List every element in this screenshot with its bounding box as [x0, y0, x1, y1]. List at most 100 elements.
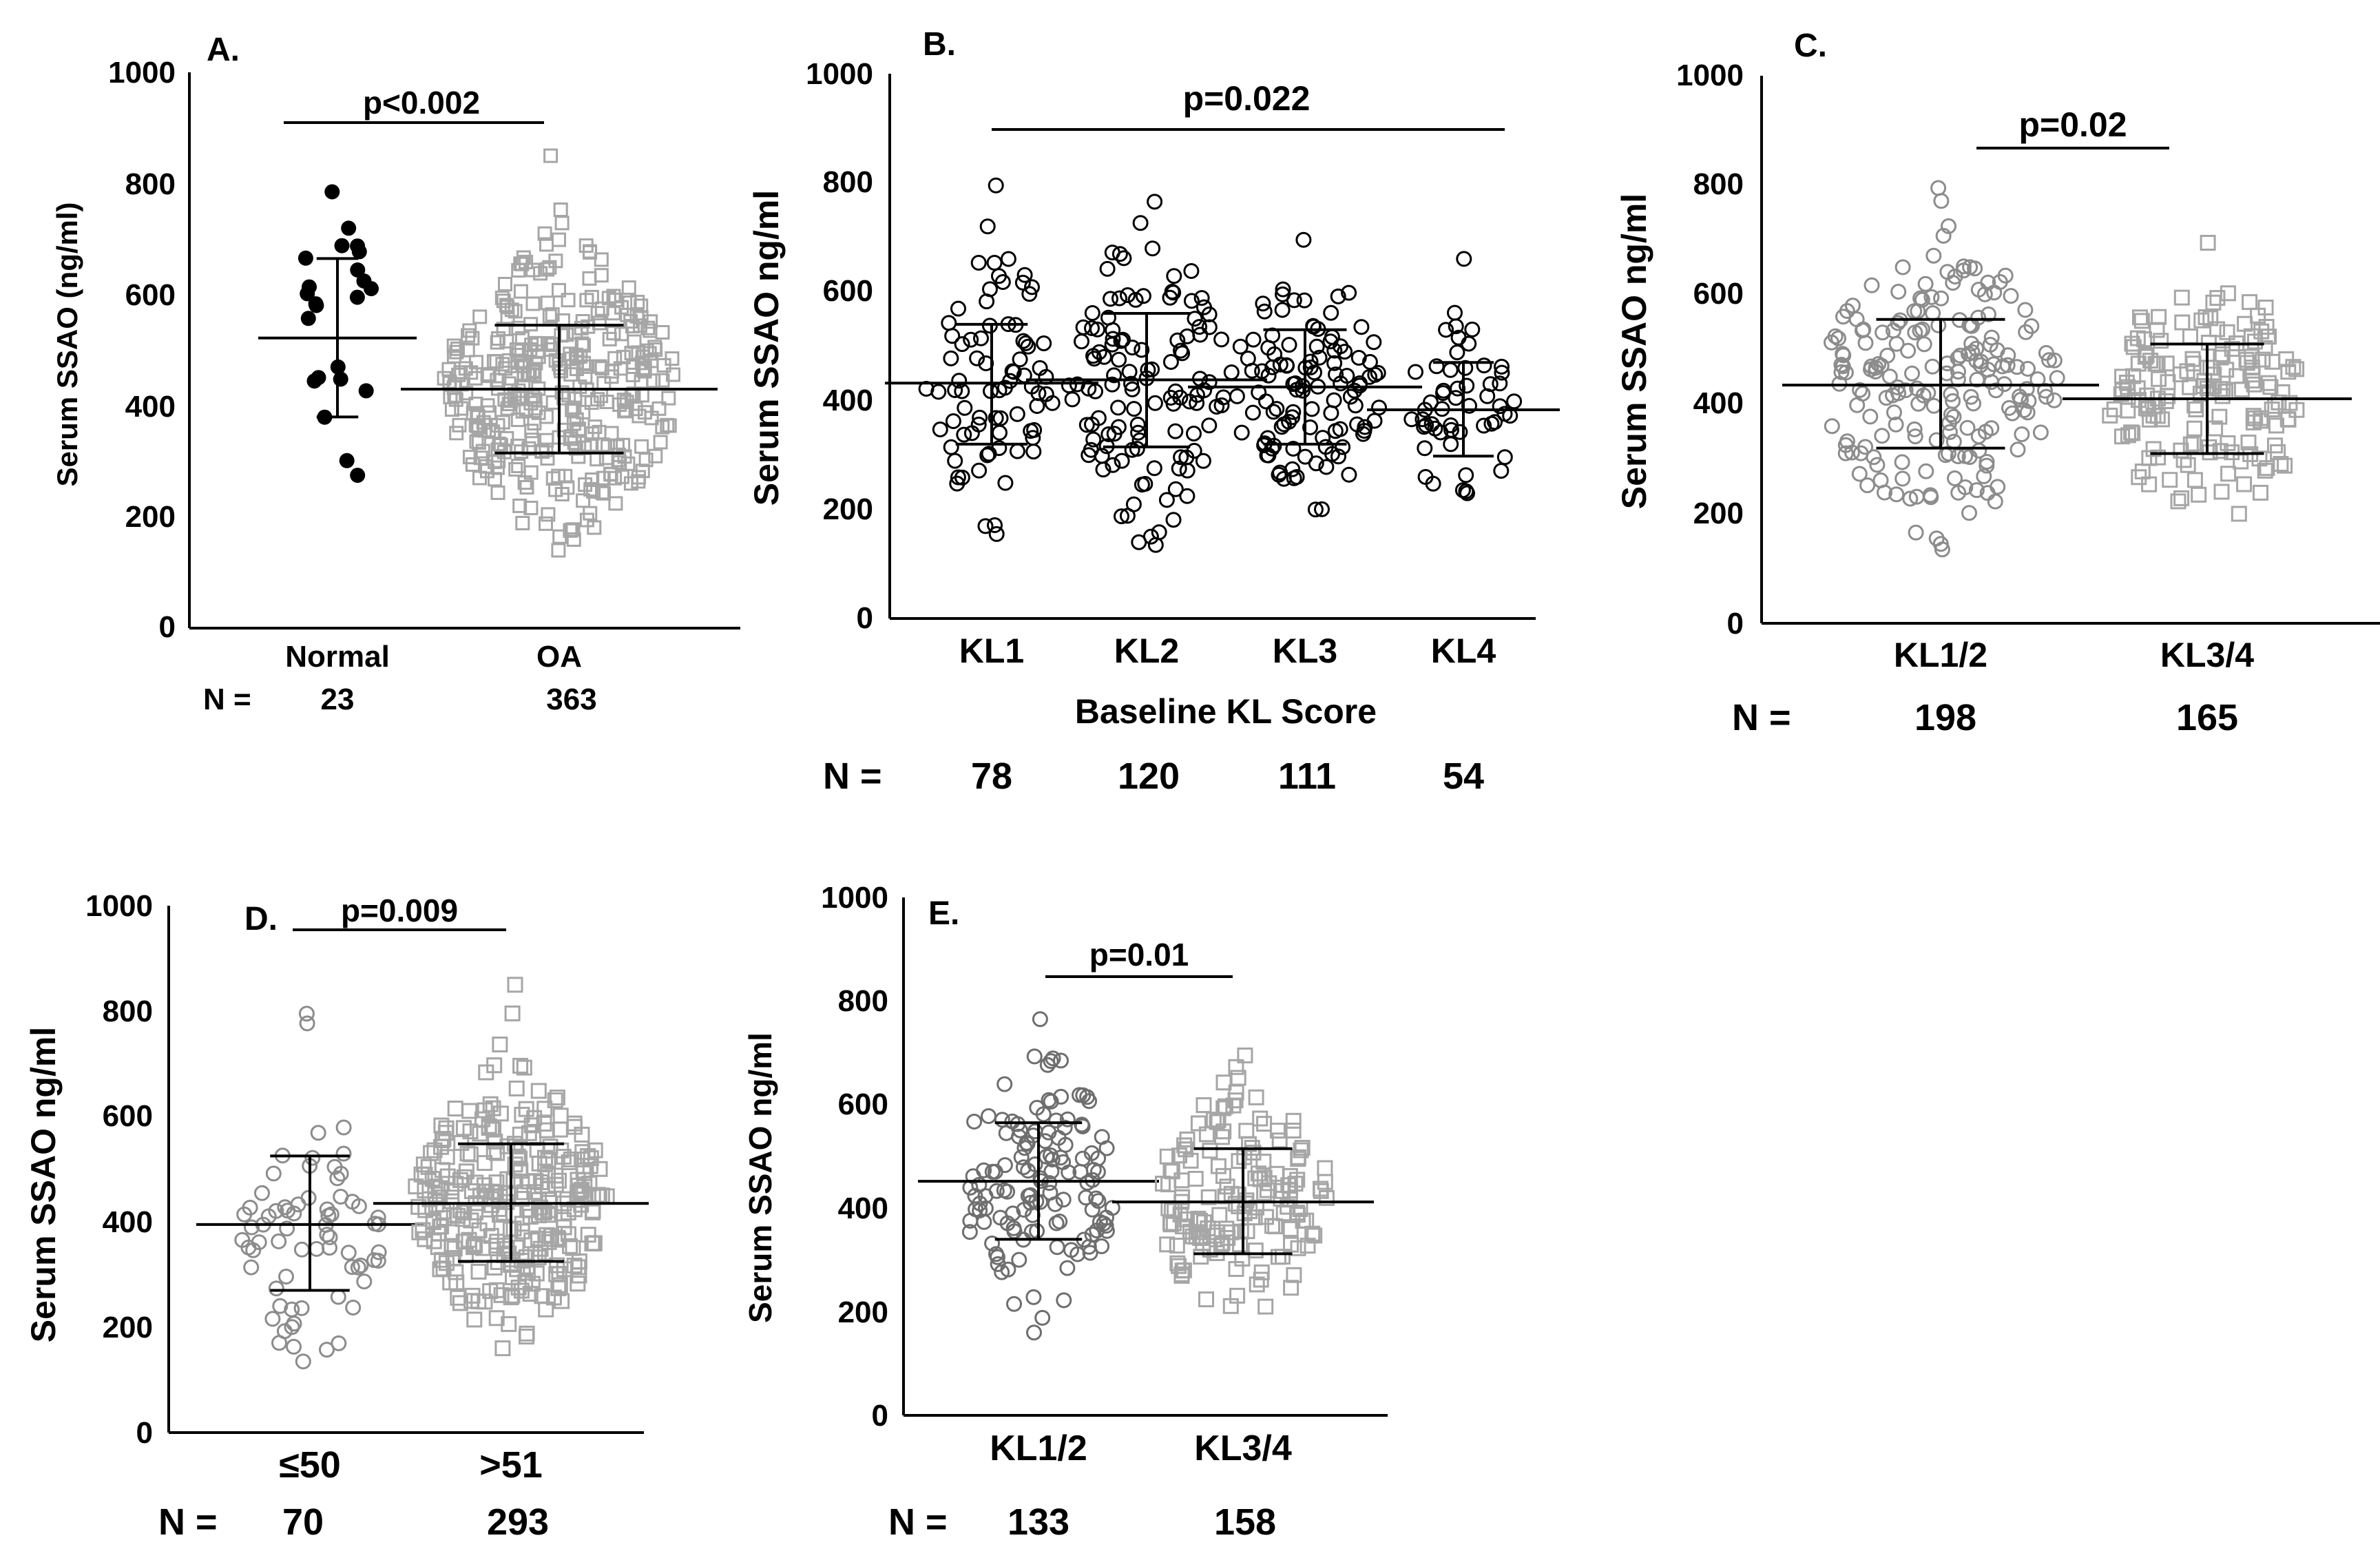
pd-g1-point-196	[462, 1146, 479, 1163]
panel-e-ytick-2: 400	[838, 1192, 888, 1225]
pc-g0-point-100	[1961, 505, 1977, 521]
pb-g1-point-116	[1090, 410, 1107, 426]
pb-g1-point-65	[1085, 431, 1102, 448]
pb-g1-point-3	[1110, 399, 1127, 416]
pa-g0-point-22	[356, 273, 372, 289]
pe-g0-point-42	[966, 1114, 983, 1130]
pc-g1-point-77	[2228, 368, 2245, 384]
pc-g1-point-56	[2244, 349, 2260, 365]
pb-g1-point-74	[1114, 453, 1130, 469]
pd-g0-point-0	[295, 1353, 311, 1370]
panel-c-group-kl34	[2063, 235, 2352, 522]
pb-g1-point-112	[1174, 345, 1191, 362]
pa-g1-point-26	[450, 341, 465, 356]
pb-g2-point-7	[1302, 419, 1318, 435]
pc-g0-point-187	[1888, 416, 1904, 433]
pd-g1-point-273	[439, 1149, 455, 1165]
panel-d-label: D.	[244, 901, 278, 937]
pc-g1-point-42	[2186, 420, 2202, 437]
panel-a-ytick-0: 0	[159, 610, 176, 644]
pc-g0-point-91	[1983, 329, 2000, 346]
pc-g1-point-139	[2288, 402, 2305, 418]
pa-g1-point-304	[590, 306, 605, 321]
pe-g1-point-3	[1222, 1298, 1239, 1314]
pb-g0-point-73	[970, 416, 987, 433]
panel-e-n-kl34: 158	[1214, 1501, 1276, 1543]
pb-g2-point-55	[1264, 440, 1280, 457]
pe-g1-point-143	[1214, 1129, 1230, 1145]
pd-g1-point-272	[482, 1096, 499, 1112]
panel-c-group-kl12	[1782, 180, 2099, 558]
pc-g0-point-18	[1833, 357, 1850, 373]
pb-g3-point-53	[1459, 377, 1475, 394]
pd-g0-point-31	[310, 1125, 326, 1141]
pa-g1-point-188	[498, 277, 512, 291]
pa-g1-point-65	[594, 268, 609, 283]
pc-g0-point-178	[1872, 472, 1889, 488]
pa-g0-point-0	[350, 468, 366, 483]
pb-g3-point-35	[1493, 463, 1510, 479]
pc-g1-point-109	[2125, 368, 2142, 384]
pa-g1-point-7	[594, 361, 609, 376]
pc-g1-point-127	[2285, 359, 2301, 375]
pb-g0-point-42	[1009, 406, 1025, 422]
pe-g0-point-117	[1072, 1163, 1089, 1180]
pb-g2-point-13	[1311, 349, 1328, 366]
pc-g0-point-194	[1855, 321, 1872, 337]
pe-g0-point-71	[1037, 1133, 1054, 1150]
pa-g1-point-265	[523, 501, 539, 515]
panel-b-ytick-0: 0	[857, 601, 873, 635]
pd-g1-point-252	[474, 1111, 490, 1127]
pc-g1-point-61	[2213, 483, 2230, 500]
pe-g1-point-83	[1255, 1154, 1272, 1170]
pa-g1-point-321	[556, 391, 572, 406]
pb-g1-point-103	[1201, 319, 1218, 335]
pb-g1-point-80	[1179, 328, 1196, 344]
pc-g1-point-66	[2153, 333, 2169, 349]
pb-g2-point-71	[1256, 303, 1273, 320]
pe-g0-point-102	[961, 1224, 978, 1240]
panel-e-group-kl12	[918, 1011, 1159, 1341]
pa-g1-point-217	[471, 435, 486, 450]
pc-g0-point-176	[1867, 364, 1883, 379]
pb-g1-point-50	[1111, 351, 1127, 368]
pe-g1-point-142	[1270, 1249, 1286, 1265]
pd-g1-point-161	[508, 1138, 524, 1155]
pd-g1-point-177	[549, 1257, 565, 1273]
pb-g1-point-30	[1130, 424, 1147, 441]
pd-g1-point-241	[443, 1238, 460, 1255]
pb-g1-point-67	[1125, 496, 1142, 512]
pa-g1-point-257	[514, 256, 530, 271]
pa-g0-point-10	[298, 250, 313, 266]
pa-g0-point-19	[339, 453, 355, 468]
pb-g0-point-61	[1004, 363, 1021, 379]
pd-g1-point-287	[559, 1191, 576, 1207]
pe-g1-point-128	[1259, 1182, 1275, 1198]
pa-g1-point-283	[460, 342, 475, 357]
pc-g0-point-47	[1837, 445, 1854, 461]
pc-g0-point-128	[1947, 269, 1963, 284]
pe-g1-point-80	[1190, 1115, 1207, 1132]
pb-g1-point-79	[1165, 512, 1182, 528]
pa-g1-point-115	[660, 417, 675, 433]
pa-g1-point-196	[551, 468, 566, 483]
pb-g1-point-87	[1171, 460, 1187, 477]
pa-g1-point-285	[648, 448, 663, 464]
pe-g1-point-153	[1251, 1165, 1266, 1182]
pd-g1-point-209	[466, 1236, 483, 1252]
pa-g1-point-338	[644, 410, 659, 426]
pb-g0-point-70	[1036, 335, 1052, 351]
pd-g1-point-278	[521, 1173, 537, 1189]
pc-g0-point-181	[2009, 359, 2025, 375]
panel-c-category-kl34: KL3/4	[2160, 636, 2254, 674]
pb-g1-point-95	[1162, 390, 1179, 406]
pb-g1-point-49	[1151, 524, 1167, 541]
panel-a-category-oa: OA	[536, 640, 582, 674]
pb-g2-point-68	[1342, 388, 1359, 405]
pc-g1-point-107	[2102, 407, 2118, 424]
panel-b-ytick-1: 200	[823, 492, 873, 526]
pd-g1-point-258	[427, 1178, 443, 1195]
pb-g0-point-48	[1002, 373, 1019, 389]
pc-g1-point-164	[2150, 449, 2167, 466]
pa-g1-point-347	[443, 390, 458, 404]
